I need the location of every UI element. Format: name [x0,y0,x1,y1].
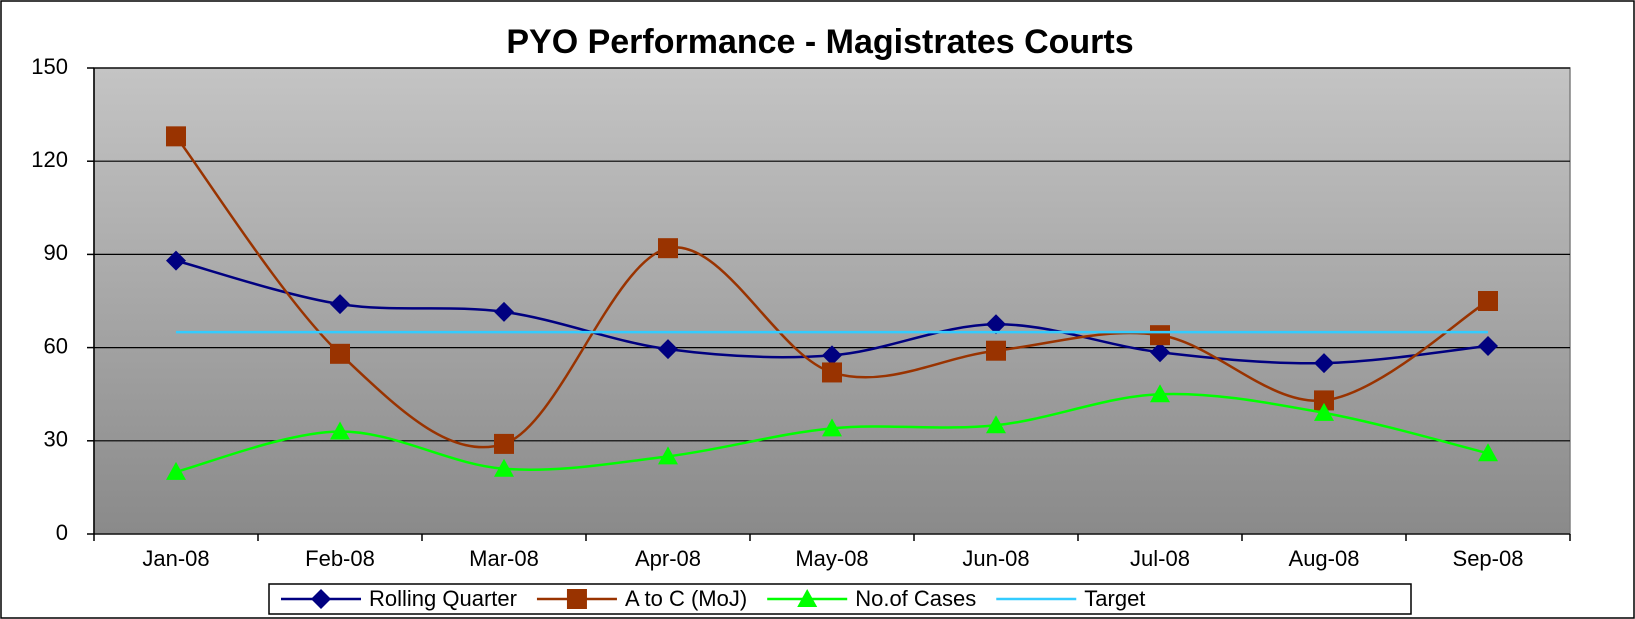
y-tick-label: 0 [56,520,68,545]
point-marker [494,458,514,477]
point-marker [330,343,350,364]
point-marker [1314,402,1334,421]
x-tick-label: May-08 [795,546,868,571]
legend-marker [566,589,587,609]
point-marker [986,340,1006,361]
point-marker [986,415,1006,434]
series-line [175,135,1489,449]
y-tick-label: 120 [31,147,68,172]
point-marker [658,339,678,360]
point-marker [166,461,186,480]
legend-label: Rolling Quarter [369,586,517,611]
x-tick-label: Feb-08 [305,546,375,571]
legend-marker [311,589,331,609]
x-tick-label: Mar-08 [469,546,539,571]
point-marker [494,301,514,322]
point-marker [1478,336,1498,357]
legend-label: No.of Cases [855,586,976,611]
chart-title: PYO Performance - Magistrates Courts [506,23,1133,61]
legend-box [268,583,1412,615]
y-tick-label: 150 [31,54,68,79]
point-marker [822,345,842,366]
point-marker [330,421,350,440]
point-marker [1150,342,1170,363]
point-marker [1150,384,1170,403]
x-tick-label: Jan-08 [142,546,209,571]
y-tick-label: 30 [44,427,68,452]
point-marker [330,294,350,315]
x-tick-label: Aug-08 [1289,546,1360,571]
point-marker [166,250,186,271]
point-marker [1478,443,1498,462]
x-tick-label: Apr-08 [635,546,701,571]
y-tick-label: 90 [44,240,68,265]
legend-label: Target [1084,586,1145,611]
point-marker [1150,325,1170,346]
legend-label: A to C (MoJ) [625,586,747,611]
point-marker [1314,390,1334,411]
point-marker [658,238,678,259]
point-marker [986,314,1006,335]
plot-area [93,67,1571,535]
x-tick-label: Sep-08 [1453,546,1524,571]
point-marker [822,418,842,437]
point-marker [1314,353,1334,374]
point-marker [658,446,678,465]
point-marker [1478,291,1498,311]
y-tick-label: 60 [44,333,68,358]
point-marker [822,362,842,383]
point-marker [166,126,186,147]
point-marker [494,433,514,454]
x-tick-label: Jul-08 [1130,546,1190,571]
x-tick-label: Jun-08 [962,546,1029,571]
legend-marker [797,589,818,607]
